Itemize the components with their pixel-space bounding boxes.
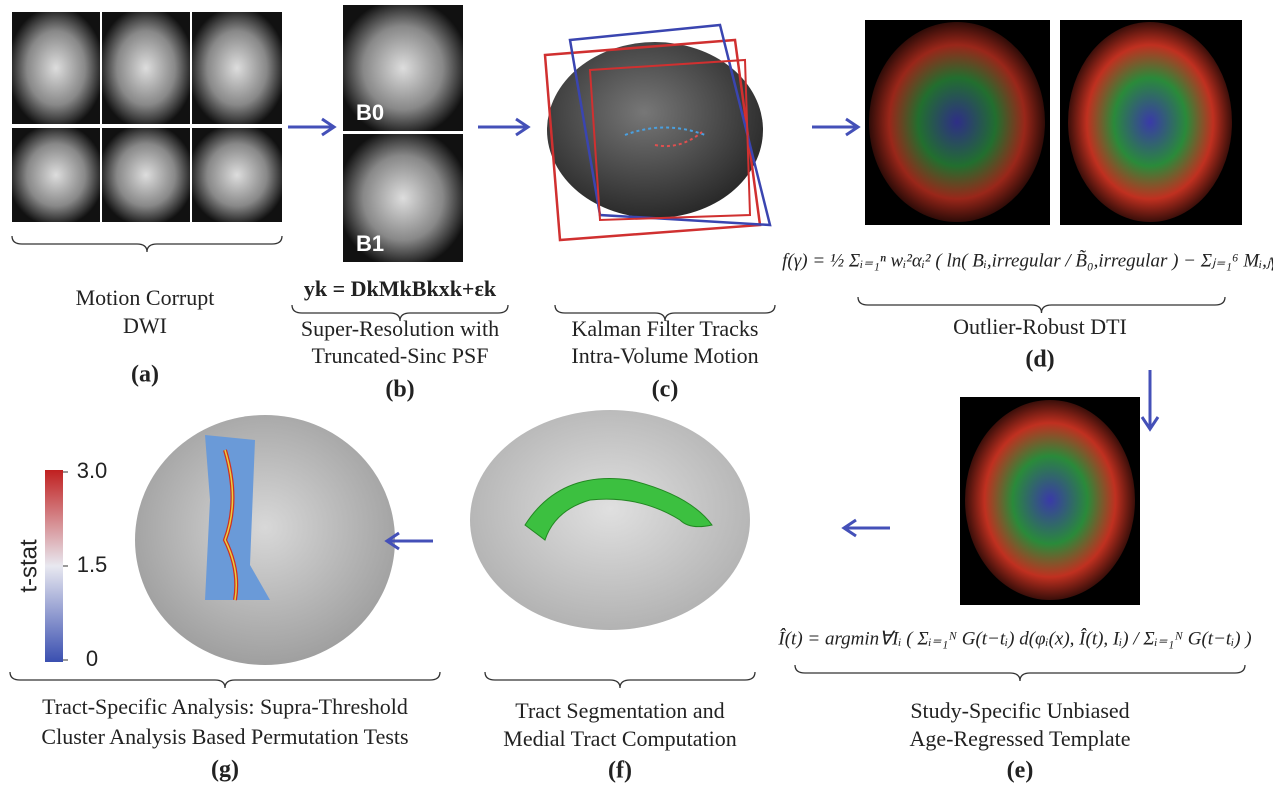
caption: Super-Resolution with (301, 316, 499, 341)
caption: Truncated-Sinc PSF (311, 343, 488, 368)
panel-label: (f) (608, 758, 632, 784)
panel-label: (b) (385, 377, 414, 403)
caption: Age-Regressed Template (909, 726, 1130, 751)
caption: Tract-Specific Analysis: Supra-Threshold (42, 694, 408, 719)
figure: B0 B1 t-stat 3.0 1.5 0 yk = DkMkBkxk+εk f(… (0, 0, 1273, 787)
caption: Intra-Volume Motion (571, 343, 758, 368)
colorbar-tick-label: 0 (86, 646, 98, 671)
colorbar-label: t-stat (15, 539, 42, 593)
brace (795, 665, 1245, 681)
panel-label: (a) (131, 362, 159, 388)
colorbar-tick-label: 3.0 (77, 458, 108, 483)
equation: f(γ) = ½ Σᵢ₌₁ⁿ wᵢ²αᵢ² ( ln( Bᵢ,irregular… (782, 250, 1273, 271)
colorbar-tick-label: 1.5 (77, 552, 108, 577)
colorbar (45, 470, 63, 662)
analysis-brain (135, 415, 395, 665)
caption: Cluster Analysis Based Permutation Tests (41, 724, 408, 749)
template-image (960, 397, 1140, 605)
dti-images (865, 20, 1242, 225)
kalman-brain (545, 25, 770, 240)
dwi-images (12, 12, 282, 222)
equation: yk = DkMkBkxk+εk (304, 276, 497, 301)
caption: Motion Corrupt (76, 285, 215, 310)
brace (485, 672, 755, 688)
panel-label: (g) (211, 757, 239, 783)
image-label: B0 (356, 100, 384, 125)
image-label: B1 (356, 231, 384, 256)
brace (858, 297, 1225, 313)
caption: Outlier-Robust DTI (953, 314, 1127, 339)
caption: Medial Tract Computation (503, 726, 736, 751)
panel-label: (c) (652, 377, 679, 403)
caption: Kalman Filter Tracks (572, 316, 759, 341)
caption: Study-Specific Unbiased (910, 698, 1129, 723)
tract-brain (470, 410, 750, 630)
brace (12, 236, 282, 252)
panel-label: (e) (1007, 758, 1034, 784)
brace (10, 672, 440, 688)
caption: Tract Segmentation and (515, 698, 724, 723)
caption: DWI (123, 313, 167, 338)
equation: Î(t) = argmin∀Iᵢ ( Σᵢ₌₁ᴺ G(t−tᵢ) d(φᵢ(x)… (777, 627, 1251, 649)
sr-images: B0 B1 (343, 5, 463, 262)
panel-label: (d) (1025, 347, 1054, 373)
